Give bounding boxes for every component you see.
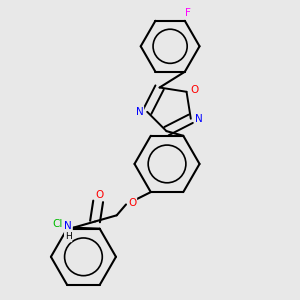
Text: F: F	[185, 8, 191, 18]
Text: N: N	[195, 114, 203, 124]
Text: O: O	[128, 198, 136, 208]
Text: N: N	[136, 107, 143, 117]
Text: N: N	[64, 221, 72, 231]
Text: Cl: Cl	[52, 219, 62, 229]
Text: O: O	[96, 190, 104, 200]
Text: O: O	[190, 85, 198, 95]
Text: H: H	[65, 232, 71, 242]
